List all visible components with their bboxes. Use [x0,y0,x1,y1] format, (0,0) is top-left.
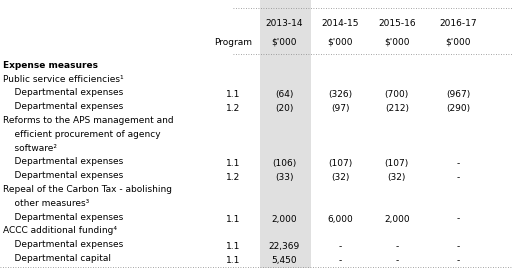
Text: (32): (32) [331,173,350,182]
Bar [260,0,311,268]
Text: -: - [339,242,342,251]
Text: -: - [457,159,460,168]
Text: -: - [457,173,460,182]
Text: Departmental expenses: Departmental expenses [3,240,123,249]
Text: (107): (107) [328,159,353,168]
Text: 2013-14: 2013-14 [265,19,303,28]
Text: -: - [395,242,398,251]
Text: 2,000: 2,000 [271,214,297,224]
Text: 1.1: 1.1 [226,242,240,251]
Text: (64): (64) [275,90,293,99]
Text: (106): (106) [272,159,296,168]
Text: 2016-17: 2016-17 [439,19,477,28]
Text: Departmental capital: Departmental capital [3,254,111,263]
Text: (700): (700) [385,90,409,99]
Text: Repeal of the Carbon Tax - abolishing: Repeal of the Carbon Tax - abolishing [3,185,172,194]
Text: Expense measures: Expense measures [3,61,98,70]
Text: Reforms to the APS management and: Reforms to the APS management and [3,116,173,125]
Text: 1.1: 1.1 [226,90,240,99]
Text: $'000: $'000 [271,38,297,47]
Text: 1.1: 1.1 [226,256,240,265]
Text: other measures³: other measures³ [3,199,89,208]
Text: -: - [457,242,460,251]
Text: 22,369: 22,369 [268,242,300,251]
Text: 5,450: 5,450 [271,256,297,265]
Text: Departmental expenses: Departmental expenses [3,171,123,180]
Text: (326): (326) [328,90,353,99]
Text: 2,000: 2,000 [384,214,410,224]
Text: $'000: $'000 [445,38,471,47]
Text: (97): (97) [331,104,350,113]
Text: 1.1: 1.1 [226,214,240,224]
Text: Public service efficiencies¹: Public service efficiencies¹ [3,75,123,84]
Text: Departmental expenses: Departmental expenses [3,213,123,222]
Text: 1.2: 1.2 [226,104,240,113]
Text: $'000: $'000 [384,38,410,47]
Text: -: - [457,214,460,224]
Text: Program: Program [214,38,252,47]
Text: Departmental expenses: Departmental expenses [3,102,123,111]
Text: -: - [395,256,398,265]
Text: (20): (20) [275,104,293,113]
Text: -: - [457,256,460,265]
Text: Departmental expenses: Departmental expenses [3,88,123,98]
Text: (212): (212) [385,104,409,113]
Text: 1.2: 1.2 [226,173,240,182]
Text: software²: software² [3,144,56,153]
Text: (33): (33) [275,173,293,182]
Text: efficient procurement of agency: efficient procurement of agency [3,130,160,139]
Text: 6,000: 6,000 [328,214,353,224]
Text: $'000: $'000 [328,38,353,47]
Text: (967): (967) [446,90,471,99]
Text: (290): (290) [446,104,471,113]
Text: 2015-16: 2015-16 [378,19,416,28]
Text: (107): (107) [385,159,409,168]
Text: (32): (32) [388,173,406,182]
Text: 2014-15: 2014-15 [322,19,359,28]
Text: 1.1: 1.1 [226,159,240,168]
Text: ACCC additional funding⁴: ACCC additional funding⁴ [3,226,117,236]
Text: Departmental expenses: Departmental expenses [3,157,123,166]
Text: -: - [339,256,342,265]
